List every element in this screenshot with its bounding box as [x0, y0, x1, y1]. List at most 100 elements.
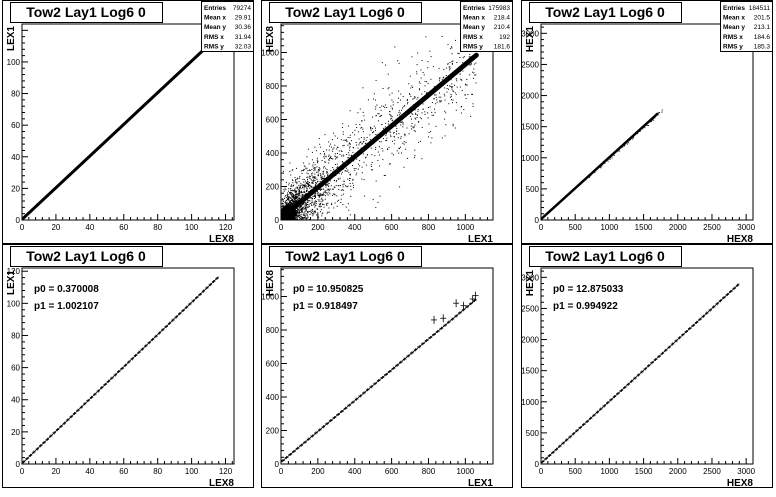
scatter-point [463, 109, 465, 111]
y-tick-label: 80 [11, 90, 20, 99]
scatter-point [303, 188, 305, 190]
scatter-point [317, 188, 319, 190]
profile-point [701, 314, 706, 318]
profile-point [592, 413, 596, 417]
panel-frame [261, 244, 513, 488]
scatter-point [291, 195, 293, 197]
scatter-point [296, 200, 298, 202]
scatter-point [443, 68, 445, 70]
scatter-point [310, 185, 312, 187]
x-tick-label: 1000 [600, 467, 618, 476]
scatter-point [291, 185, 293, 187]
scatter-point [295, 199, 297, 201]
stats-label: RMS y [204, 43, 224, 50]
scatter-point [301, 201, 303, 203]
scatter-point [390, 114, 392, 116]
scatter-point [327, 194, 329, 196]
scatter-point [402, 96, 404, 97]
x-axis: 0 200 400 600 800 1000 [279, 458, 488, 476]
scatter-point [346, 141, 348, 143]
scatter-point [299, 186, 301, 188]
scatter-point [303, 212, 305, 214]
scatter-point [308, 197, 310, 199]
scatter-point [370, 164, 372, 166]
scatter-point [400, 146, 401, 148]
scatter-point [461, 90, 463, 92]
scatter-point [294, 198, 296, 200]
profile-point [578, 426, 582, 430]
scatter-point [336, 180, 338, 182]
scatter-point [451, 88, 453, 90]
scatter-point [622, 146, 624, 148]
scatter-point [339, 154, 341, 155]
scatter-point [348, 171, 350, 173]
scatter-point [314, 212, 316, 214]
y-tick-label: 800 [266, 82, 280, 91]
scatter-point [441, 79, 443, 81]
scatter-point [451, 47, 453, 49]
scatter-point [445, 112, 447, 114]
profile-point [431, 315, 438, 324]
scatter-point [376, 104, 378, 106]
scatter-point [316, 162, 318, 164]
scatter-point [306, 182, 308, 184]
scatter-point [309, 213, 311, 215]
scatter-point [299, 193, 301, 195]
x-tick-label: 800 [422, 467, 436, 476]
scatter-point [286, 197, 288, 199]
profile-point [303, 440, 307, 444]
scatter-point [295, 181, 297, 183]
scatter-point [283, 198, 285, 199]
scatter-point [310, 212, 312, 214]
scatter-point [454, 92, 456, 94]
scatter-point [292, 190, 294, 192]
scatter-point [295, 210, 297, 211]
y-tick-label: 500 [526, 429, 540, 438]
scatter-point [287, 204, 288, 206]
scatter-point [309, 177, 311, 179]
scatter-point [323, 157, 325, 159]
scatter-point [302, 204, 304, 206]
scatter-point [295, 190, 297, 192]
scatter-point [306, 215, 308, 217]
scatter-point [334, 135, 336, 137]
scatter-point [344, 164, 346, 166]
scatter-point [372, 199, 374, 201]
scatter-point [336, 156, 338, 158]
scatter-point [451, 63, 453, 65]
profile-point [351, 400, 355, 404]
scatter-point [298, 207, 300, 209]
scatter-point [298, 215, 300, 217]
scatter-point [398, 147, 400, 149]
scatter-point [318, 192, 320, 194]
scatter-point [318, 167, 320, 169]
scatter-point [375, 127, 376, 129]
scatter-point [356, 172, 358, 174]
scatter-point [430, 131, 432, 133]
scatter-point [357, 131, 359, 133]
scatter-point [289, 192, 291, 193]
scatter-point [307, 181, 309, 183]
scatter-point [300, 198, 302, 200]
profile-point [472, 299, 477, 303]
scatter-point [349, 147, 351, 149]
scatter-point [298, 204, 300, 206]
chart-title: Tow2 Lay1 Log6 0 [529, 2, 682, 23]
scatter-point [319, 194, 321, 196]
scatter-point [326, 149, 328, 151]
x-tick-label: 0 [20, 467, 25, 476]
stats-value: 31.94 [235, 34, 252, 41]
scatter-point [340, 185, 341, 187]
scatter-point [377, 120, 379, 122]
scatter-point [318, 168, 320, 170]
scatter-point [296, 181, 298, 183]
profile-point [201, 289, 206, 293]
plot-frame [280, 23, 494, 221]
scatter-point [304, 185, 306, 187]
profile-point [458, 311, 462, 315]
scatter-point [304, 207, 306, 208]
stats-label: Mean x [723, 15, 745, 22]
scatter-point [299, 206, 301, 208]
scatter-point [375, 180, 377, 182]
